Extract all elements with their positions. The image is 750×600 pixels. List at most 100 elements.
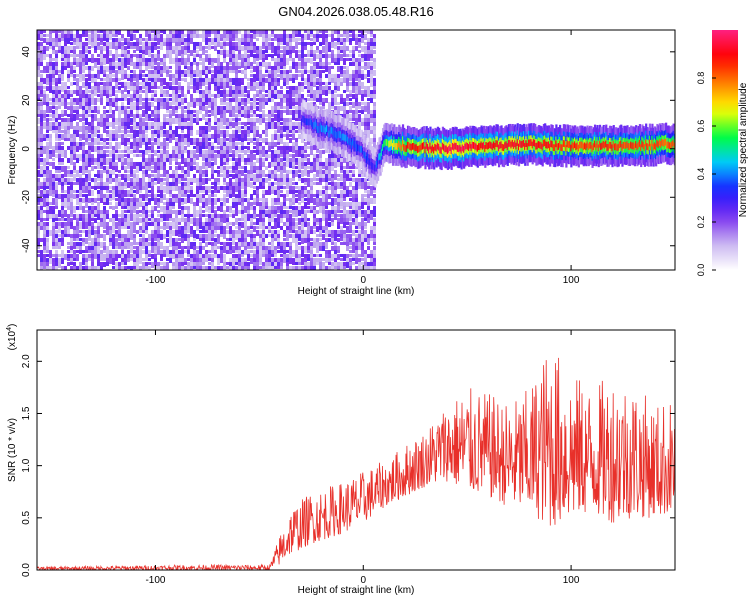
spectrogram-cell <box>283 122 286 127</box>
spectrogram-cell <box>106 46 109 51</box>
spectrogram-cell <box>67 138 70 141</box>
spectrogram-cell <box>301 78 304 81</box>
spectrogram-cell <box>211 38 214 45</box>
spectrogram-cell <box>121 218 124 224</box>
spectrogram-cell <box>88 154 91 161</box>
spectrogram-cell <box>325 58 328 64</box>
spectrogram-cell <box>61 102 64 106</box>
spectrogram-cell <box>289 146 292 152</box>
spectrogram-cell <box>148 46 151 51</box>
spectrogram-cell <box>232 78 235 82</box>
spectrogram-cell <box>232 110 235 114</box>
spectrogram-cell <box>271 142 274 148</box>
spectrogram-cell <box>148 74 151 80</box>
spectrogram-cell <box>277 94 280 99</box>
spectrogram-cell <box>145 226 148 233</box>
spectrogram-cell <box>271 158 274 163</box>
spectrogram-cell <box>76 74 79 77</box>
spectrogram-cell <box>82 62 85 66</box>
spectrogram-cell <box>109 242 112 246</box>
spectrogram-cell <box>229 174 232 177</box>
spectrogram-cell <box>268 214 271 221</box>
spectrogram-cell <box>223 174 226 181</box>
spectrogram-cell <box>232 122 235 128</box>
spectrogram-cell <box>322 214 325 219</box>
spectrogram-cell <box>199 182 202 187</box>
spectrogram-cell <box>154 94 157 97</box>
spectrogram-cell <box>229 38 232 42</box>
spectrogram-cell <box>106 150 109 153</box>
spectrogram-cell <box>241 194 244 201</box>
spectrogram-cell <box>118 70 121 74</box>
spectrogram-cell <box>304 46 307 50</box>
spectrogram-cell <box>91 154 94 160</box>
spectrogram-cell <box>40 86 43 93</box>
spectrogram-cell <box>46 222 49 227</box>
spectrogram-cell <box>235 38 238 41</box>
spectrogram-cell <box>334 206 337 213</box>
spectrogram-cell <box>178 198 181 204</box>
spectrogram-cell <box>316 254 319 257</box>
spectrogram-cell <box>244 170 247 173</box>
spectrogram-cell <box>211 98 214 105</box>
spectrogram-cell <box>313 254 316 257</box>
spectrogram-cell <box>181 198 184 203</box>
spectrogram-cell <box>184 70 187 77</box>
spectrogram-cell <box>130 58 133 65</box>
spectrogram-cell <box>112 226 115 233</box>
spectrogram-cell <box>154 142 157 145</box>
spectrogram-cell <box>244 234 247 240</box>
spectrogram-cell <box>130 206 133 212</box>
spectrogram-cell <box>244 30 247 36</box>
spectrogram-cell <box>304 202 307 209</box>
spectrogram-cell <box>232 94 235 99</box>
spectrogram-cell <box>196 218 199 223</box>
spectrogram-cell <box>220 226 223 231</box>
spectrogram-cell <box>166 38 169 42</box>
spectrogram-cell <box>217 110 220 115</box>
spectrogram-cell <box>277 238 280 243</box>
spectrogram-cell <box>52 154 55 157</box>
spectrogram-cell <box>310 46 313 50</box>
spectrogram-cell <box>166 134 169 138</box>
spectrogram-cell <box>118 202 121 206</box>
spectrogram-cell <box>259 142 262 146</box>
spectrogram-cell <box>253 146 256 149</box>
spectrogram-cell <box>136 66 139 69</box>
spectrogram-cell <box>271 110 274 114</box>
spectrogram-cell <box>232 182 235 189</box>
spectrogram-cell <box>331 94 334 99</box>
spectrogram-cell <box>301 214 304 218</box>
spectrogram-cell <box>124 214 127 220</box>
spectrogram-cell <box>133 66 136 69</box>
spectrogram-cell <box>58 162 61 165</box>
spectrogram-cell <box>244 110 247 114</box>
spectrogram-cell <box>139 46 142 53</box>
spectrogram-cell <box>97 138 100 142</box>
spectrogram-cell <box>202 78 205 85</box>
spectrogram-cell <box>244 186 247 192</box>
spectrogram-cell <box>169 202 172 208</box>
spectrogram-cell <box>196 54 199 57</box>
spectrogram-cell <box>175 154 178 160</box>
spectrogram-cell <box>223 102 226 105</box>
spectrogram-cell <box>286 42 289 47</box>
spectrogram-cell <box>286 34 289 38</box>
spectrogram-cell <box>154 58 157 65</box>
spectrogram-cell <box>319 150 322 154</box>
spectrogram-cell <box>253 74 256 78</box>
spectrogram-cell <box>274 266 277 269</box>
spectrogram-cell <box>52 174 55 179</box>
spectrogram-cell <box>232 238 235 243</box>
spectrogram-cell <box>226 78 229 83</box>
spectrogram-cell <box>136 126 139 129</box>
spectrogram-cell <box>298 170 301 173</box>
spectrogram-cell <box>88 50 91 54</box>
spectrogram-cell <box>112 214 115 221</box>
spectrogram-cell <box>151 86 154 89</box>
spectrogram-cell <box>127 110 130 115</box>
spectrogram-cell <box>274 174 277 180</box>
spectrogram-cell <box>241 70 244 74</box>
spectrogram-cell <box>217 266 220 270</box>
spectrogram-cell <box>238 238 241 242</box>
